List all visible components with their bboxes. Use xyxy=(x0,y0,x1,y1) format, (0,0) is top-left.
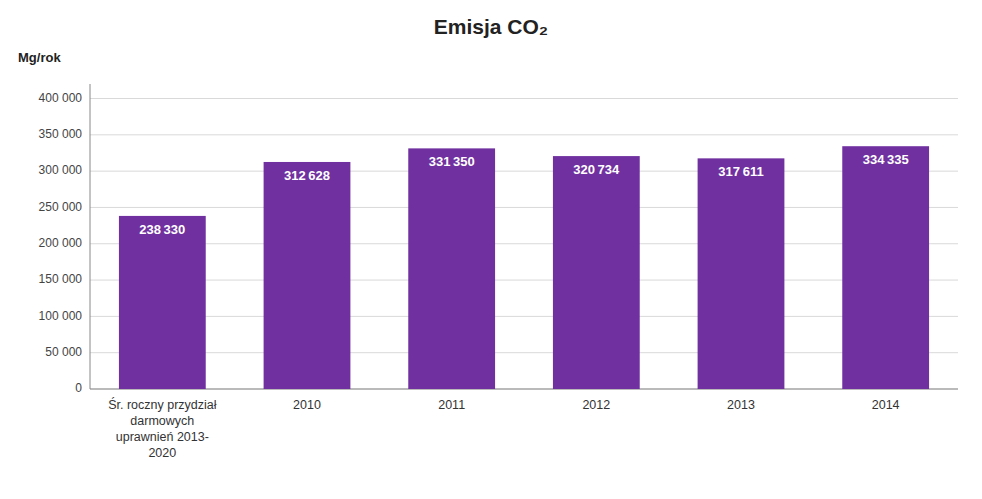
data-label: 317 611 xyxy=(718,164,763,179)
x-tick-label: 2013 xyxy=(727,398,755,412)
bar xyxy=(842,146,929,389)
data-label: 334 335 xyxy=(863,152,909,167)
grid-line xyxy=(90,352,958,353)
y-tick-label: 200 000 xyxy=(39,236,83,250)
x-tick-label: 2014 xyxy=(872,398,900,412)
data-label: 320 734 xyxy=(573,162,620,177)
x-tick-label-line: 2014 xyxy=(872,398,900,412)
chart-container: Emisja CO₂ Mg/rok 0 50 000 100 000 150 000 200… xyxy=(0,0,982,499)
data-label: 238 330 xyxy=(139,222,185,237)
data-label: 312 628 xyxy=(284,168,330,183)
y-tick-label: 300 000 xyxy=(39,163,83,177)
bar xyxy=(698,158,785,389)
grid-line xyxy=(90,207,958,208)
y-axis-line xyxy=(90,84,91,389)
chart-svg: Emisja CO₂ Mg/rok 0 50 000 100 000 150 000 200… xyxy=(0,0,982,499)
x-tick-label: 2012 xyxy=(582,398,610,412)
y-tick-label: 150 000 xyxy=(39,272,83,286)
y-tick-label: 100 000 xyxy=(39,309,83,323)
x-tick-label-line: 2011 xyxy=(438,398,465,412)
grid xyxy=(90,99,958,389)
x-tick-label-line: uprawnień 2013- xyxy=(116,430,209,444)
grid-line xyxy=(90,134,958,135)
grid-line xyxy=(90,389,958,390)
bar xyxy=(119,216,206,389)
x-axis-line xyxy=(90,389,958,390)
data-labels: 238 330 312 628 331 350 320 734 317 611 334 3… xyxy=(139,152,908,237)
grid-line xyxy=(90,171,958,172)
grid-line xyxy=(90,98,958,99)
x-tick-label: 2010 xyxy=(293,398,321,412)
bar xyxy=(553,156,640,389)
y-tick-label: 400 000 xyxy=(39,91,83,105)
y-tick-label: 250 000 xyxy=(39,200,83,214)
bar xyxy=(264,162,351,389)
bars xyxy=(119,146,929,389)
chart-title: Emisja CO₂ xyxy=(434,15,548,38)
y-tick-label: 50 000 xyxy=(45,345,82,359)
y-tick-label: 0 xyxy=(75,381,82,395)
x-tick-label-line: 2013 xyxy=(727,398,755,412)
x-tick-label-line: 2012 xyxy=(582,398,610,412)
grid-line xyxy=(90,280,958,281)
grid-line xyxy=(90,243,958,244)
x-tick-label-line: 2020 xyxy=(148,446,176,460)
x-tick-label-line: 2010 xyxy=(293,398,321,412)
data-label: 331 350 xyxy=(429,154,475,169)
x-tick-label-line: darmowych xyxy=(130,414,194,428)
y-tick-label: 350 000 xyxy=(39,127,83,141)
x-tick-label-line: Śr. roczny przydział xyxy=(108,397,217,412)
grid-line xyxy=(90,316,958,317)
bar xyxy=(408,148,495,389)
x-tick-label: Śr. roczny przydział darmowych uprawnień 2… xyxy=(108,397,217,460)
y-axis-label: Mg/rok xyxy=(18,50,61,65)
x-tick-label: 2011 xyxy=(438,398,465,412)
